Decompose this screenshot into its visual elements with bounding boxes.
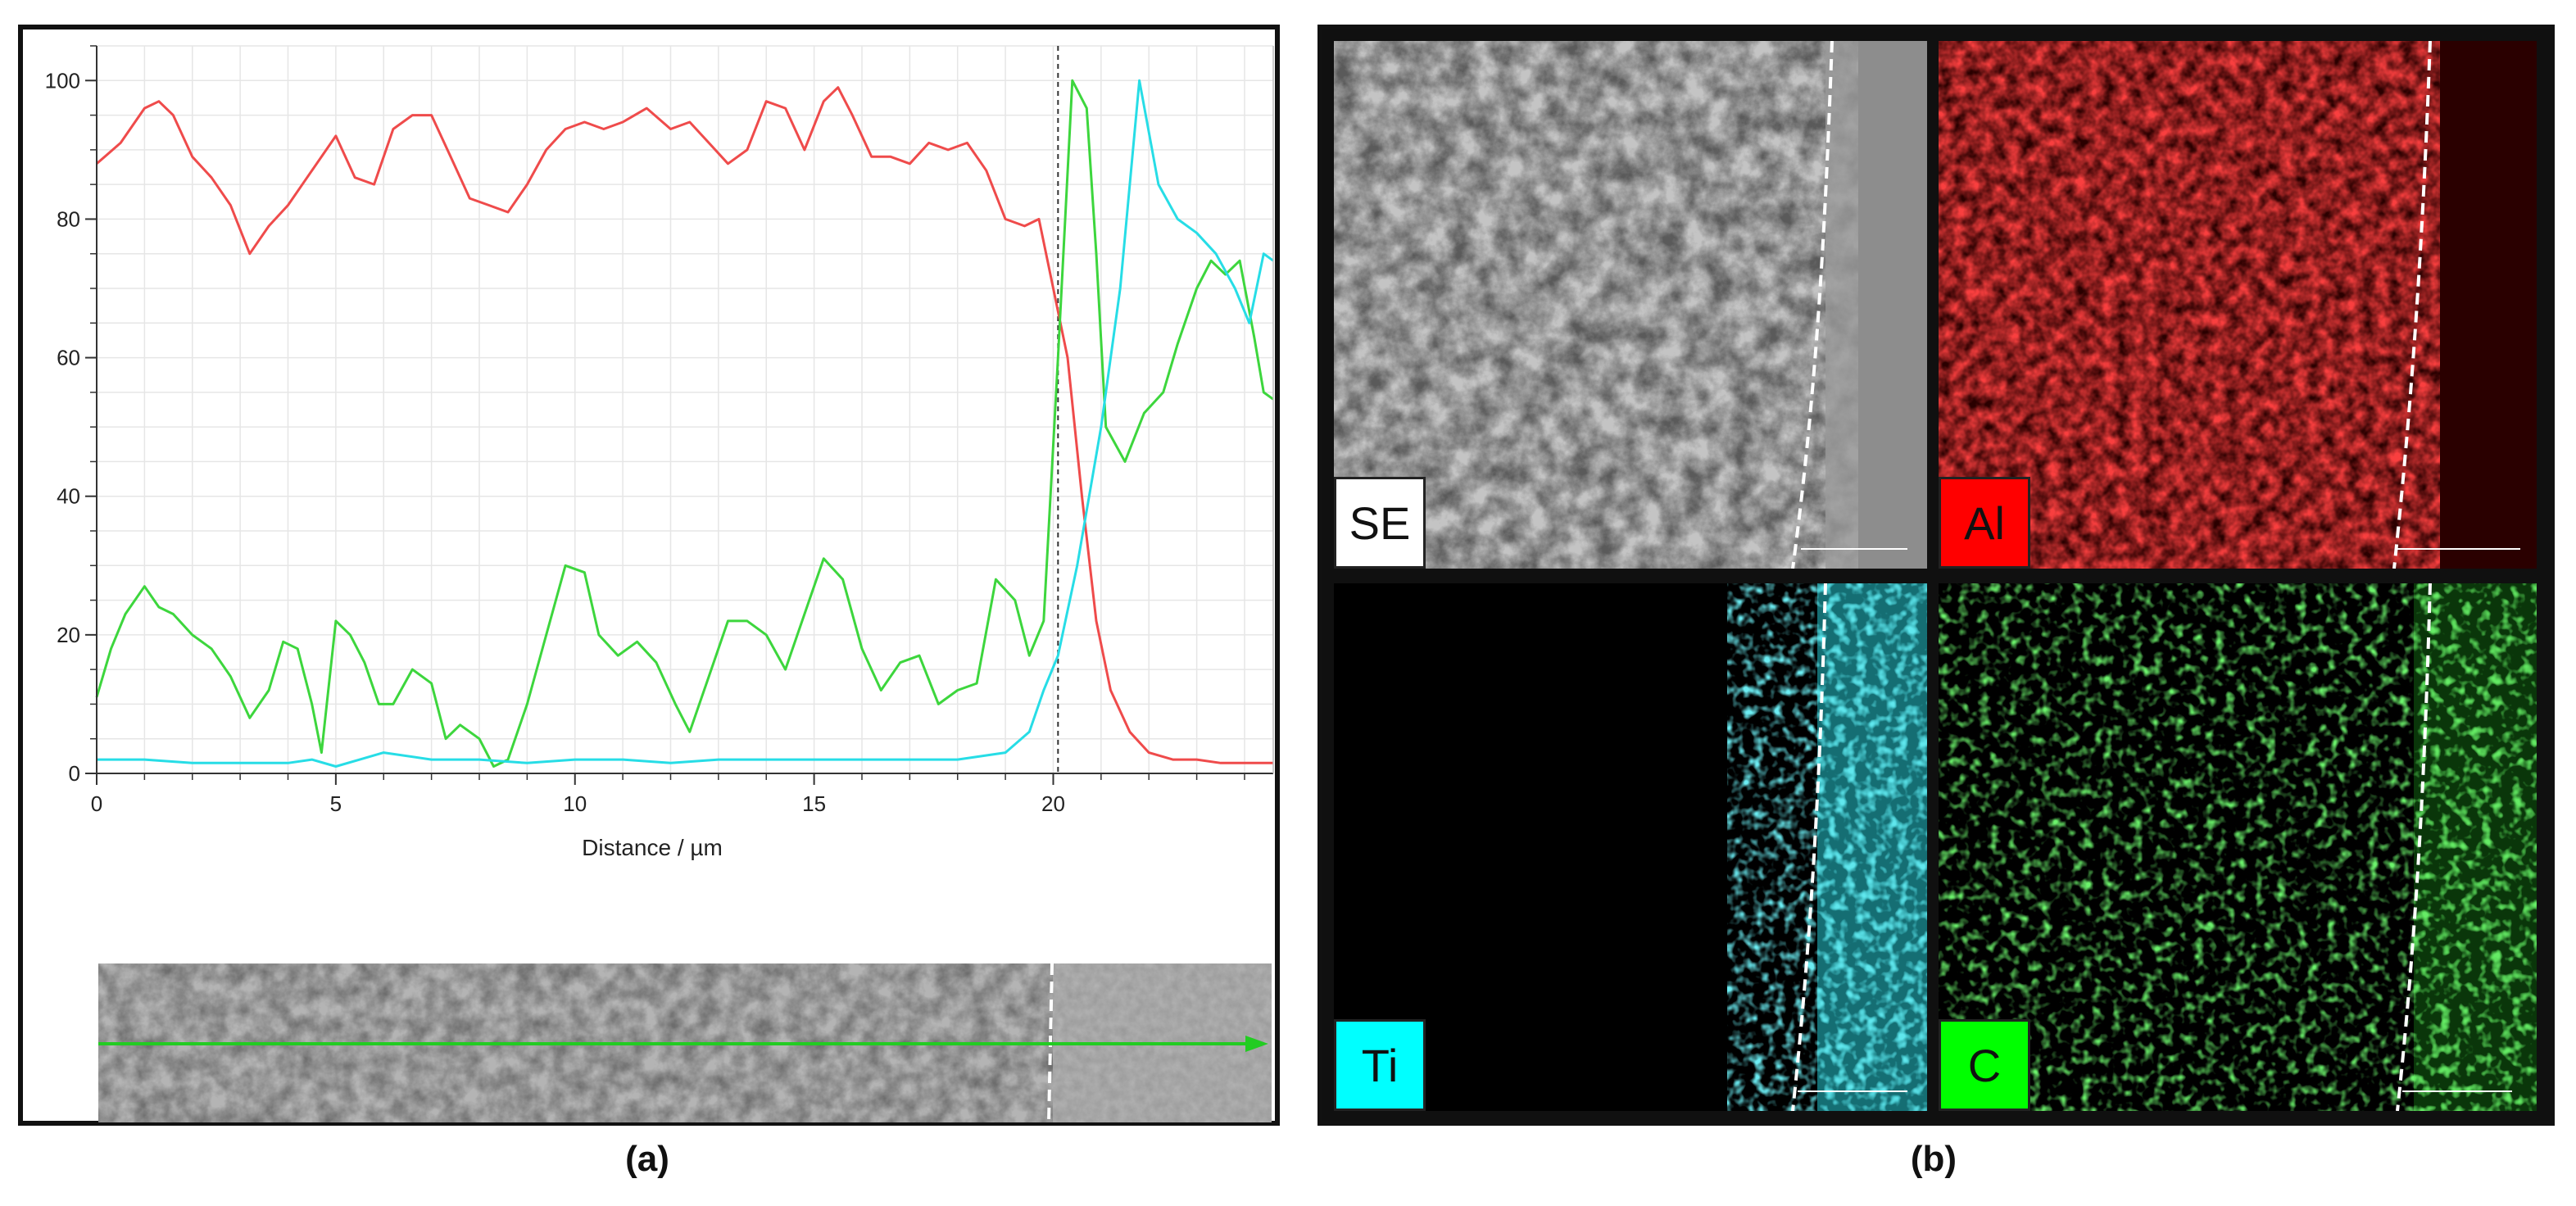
x-tick-label: 0 xyxy=(91,791,102,816)
caption-a: (a) xyxy=(625,1139,669,1179)
y-tick-label: 40 xyxy=(57,484,80,509)
scan-arrow-icon xyxy=(1245,1036,1268,1052)
y-tick-label: 100 xyxy=(45,68,80,93)
panel-a-linescan: 0 5 10 15 20 0 20 40 60 80 100 Distance / µm xyxy=(18,25,1280,1126)
map-tile-se: SE xyxy=(1334,41,1927,569)
y-tick-label: 80 xyxy=(57,206,80,231)
map-label-ti: Ti xyxy=(1334,1019,1426,1111)
map-label-c: C xyxy=(1939,1019,2030,1111)
interface-dashed-line xyxy=(1791,41,1834,569)
y-tick-label: 0 xyxy=(69,761,80,786)
map-label-se: SE xyxy=(1334,477,1426,569)
caption-b: (b) xyxy=(1910,1139,1957,1179)
panel-b-eds-maps: SE Al Ti C xyxy=(1317,25,2555,1126)
interface-dashed-line xyxy=(1791,583,1827,1111)
y-tick-label: 20 xyxy=(57,623,80,647)
x-tick-label: 20 xyxy=(1041,791,1065,816)
series-line-2 xyxy=(97,79,1274,768)
x-tick-label: 5 xyxy=(330,791,342,816)
map-tile-ti: Ti xyxy=(1334,583,1927,1111)
map-tile-c: C xyxy=(1939,583,2537,1111)
plot-area xyxy=(97,46,1273,773)
y-tick-label: 60 xyxy=(57,346,80,370)
series-line-0 xyxy=(96,86,1273,764)
map-tile-al: Al xyxy=(1939,41,2537,569)
map-label-al: Al xyxy=(1939,477,2030,569)
interface-dashed-line xyxy=(2392,41,2432,569)
series-line-1 xyxy=(95,79,1274,768)
x-tick-label: 15 xyxy=(802,791,826,816)
x-axis-label: Distance / µm xyxy=(582,835,723,860)
line-scan-sem-strip xyxy=(98,963,1272,1122)
x-tick-label: 10 xyxy=(563,791,587,816)
interface-dashed-line xyxy=(2396,583,2432,1111)
line-chart: 0 5 10 15 20 0 20 40 60 80 100 Distance / µm xyxy=(45,45,1274,860)
